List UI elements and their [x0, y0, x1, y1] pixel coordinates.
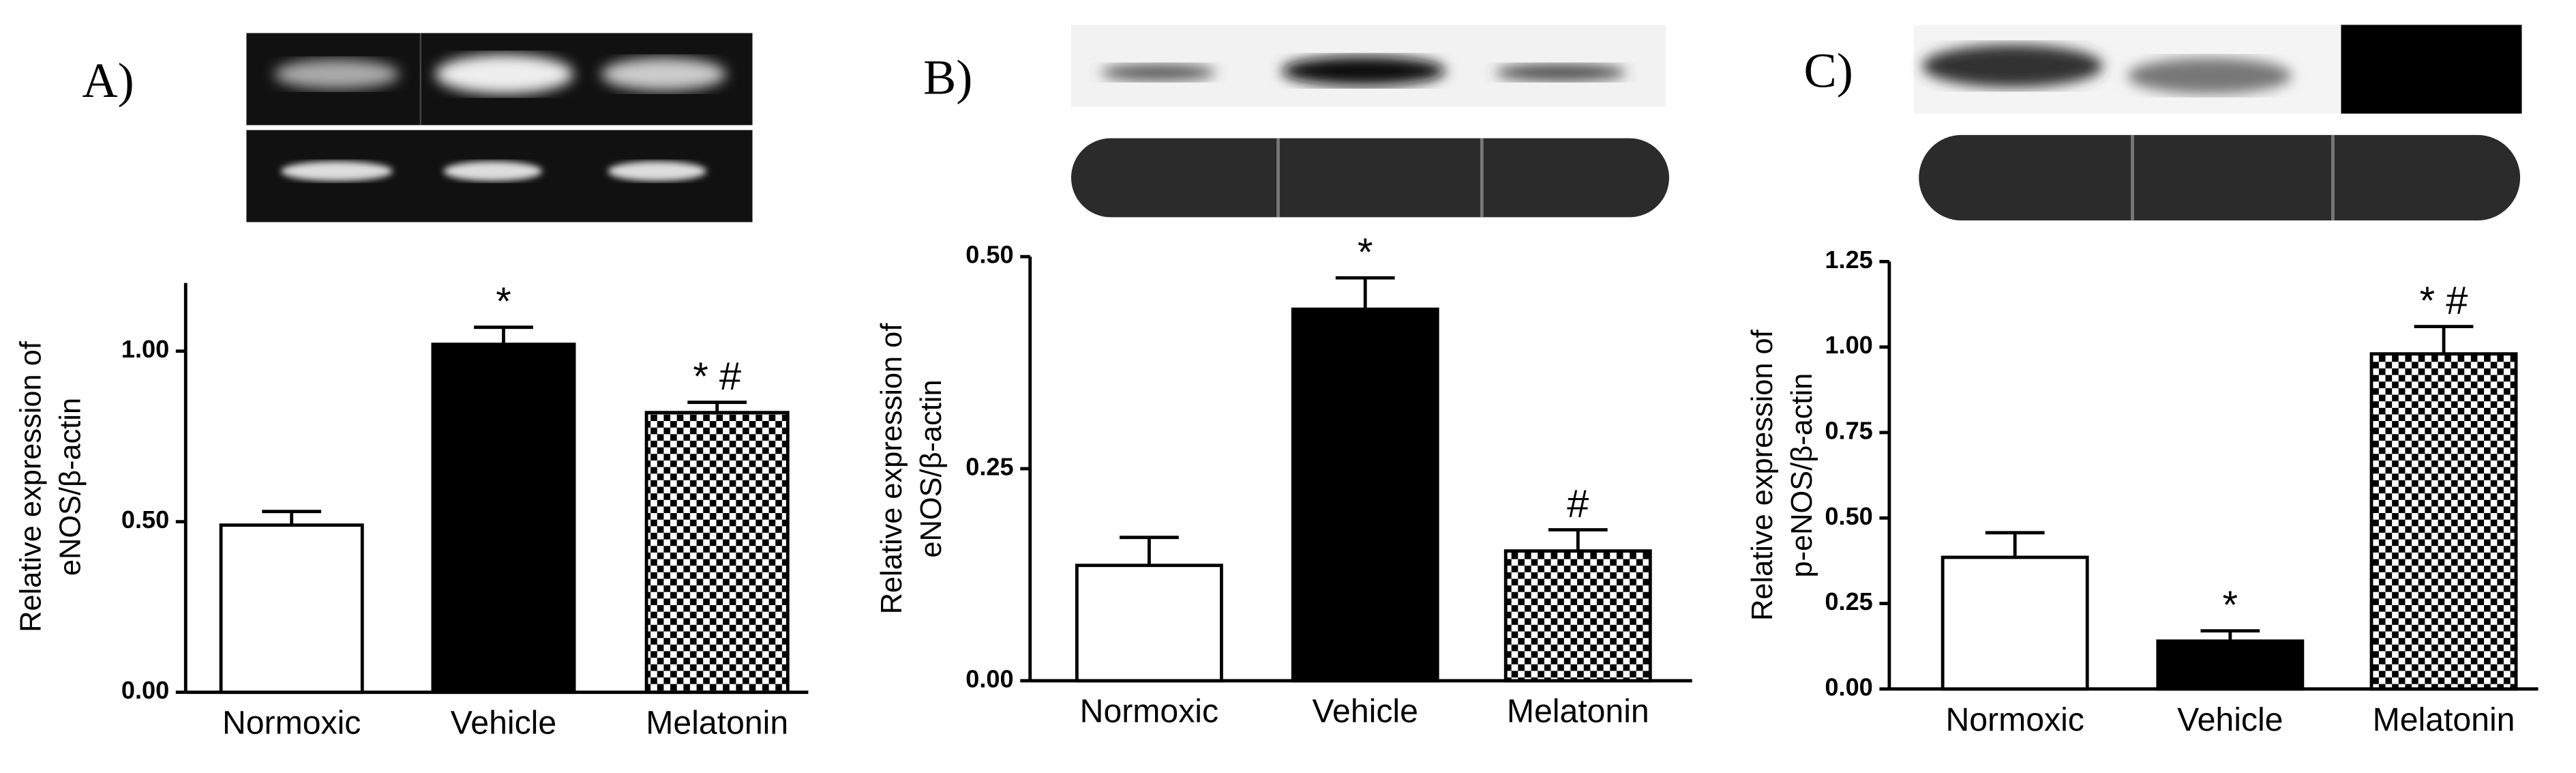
error-bar [1335, 276, 1395, 310]
x-tick-label: Normoxic [222, 705, 361, 742]
error-bar [687, 400, 747, 413]
bar [219, 523, 364, 695]
bar [431, 342, 576, 695]
blot-c [1913, 25, 2522, 221]
panel-label: B) [923, 50, 972, 104]
blot-b [1070, 25, 1669, 218]
y-axis-label: Relative expression of [1746, 329, 1779, 621]
x-tick-label: Melatonin [646, 705, 788, 742]
y-tick-label: 0.25 [1825, 587, 1872, 615]
x-tick-label: Melatonin [2373, 701, 2515, 738]
error-bar [262, 510, 322, 525]
y-tick-label: 0.50 [121, 506, 169, 534]
significance-label: * [2223, 583, 2238, 627]
error-bar [1985, 531, 2045, 557]
significance-label: # [1567, 482, 1589, 526]
y-tick-label: 1.25 [1825, 246, 1872, 274]
y-axis-label: eNOS/β-actin [54, 398, 87, 576]
significance-label: * [496, 280, 511, 323]
x-tick-label: Vehicle [2177, 701, 2283, 738]
y-axis-label: Relative expression of [15, 340, 48, 632]
error-bar [2414, 325, 2474, 354]
significance-label: * # [2420, 279, 2468, 323]
bar [2156, 639, 2305, 691]
y-tick-label: 0.75 [1825, 417, 1872, 445]
y-tick-label: 0.25 [965, 453, 1013, 481]
x-tick-label: Normoxic [1080, 693, 1218, 730]
error-bar [474, 325, 533, 345]
significance-label: * [1358, 231, 1373, 274]
y-tick-label: 0.50 [1825, 502, 1872, 530]
y-tick-label: 1.00 [1825, 331, 1872, 359]
bar [2369, 352, 2518, 691]
x-tick-label: Melatonin [1507, 693, 1649, 730]
significance-label: * # [693, 355, 741, 398]
y-tick-label: 0.00 [121, 676, 169, 704]
x-tick-label: Vehicle [1313, 693, 1418, 730]
y-tick-label: 1.00 [121, 335, 169, 363]
bar [1941, 555, 2089, 691]
error-bar [2200, 629, 2260, 641]
x-tick-label: Normoxic [1945, 701, 2084, 738]
error-bar [1120, 536, 1179, 566]
y-axis-label: Relative expression of [875, 323, 908, 615]
panel-label: C) [1804, 44, 1853, 98]
bar [1075, 564, 1223, 683]
x-tick-label: Vehicle [451, 705, 556, 742]
bar [644, 411, 790, 695]
bar [1291, 307, 1439, 683]
blot-a [246, 33, 753, 222]
error-bar [1548, 528, 1608, 551]
bar [1503, 549, 1652, 683]
panel-label: A) [82, 53, 134, 108]
y-tick-label: 0.00 [1825, 673, 1872, 701]
y-tick-label: 0.50 [965, 241, 1013, 269]
y-axis-label: p-eNOS/β-actin [1786, 373, 1818, 578]
y-tick-label: 0.00 [965, 665, 1013, 692]
y-axis-label: eNOS/β-actin [915, 379, 948, 557]
